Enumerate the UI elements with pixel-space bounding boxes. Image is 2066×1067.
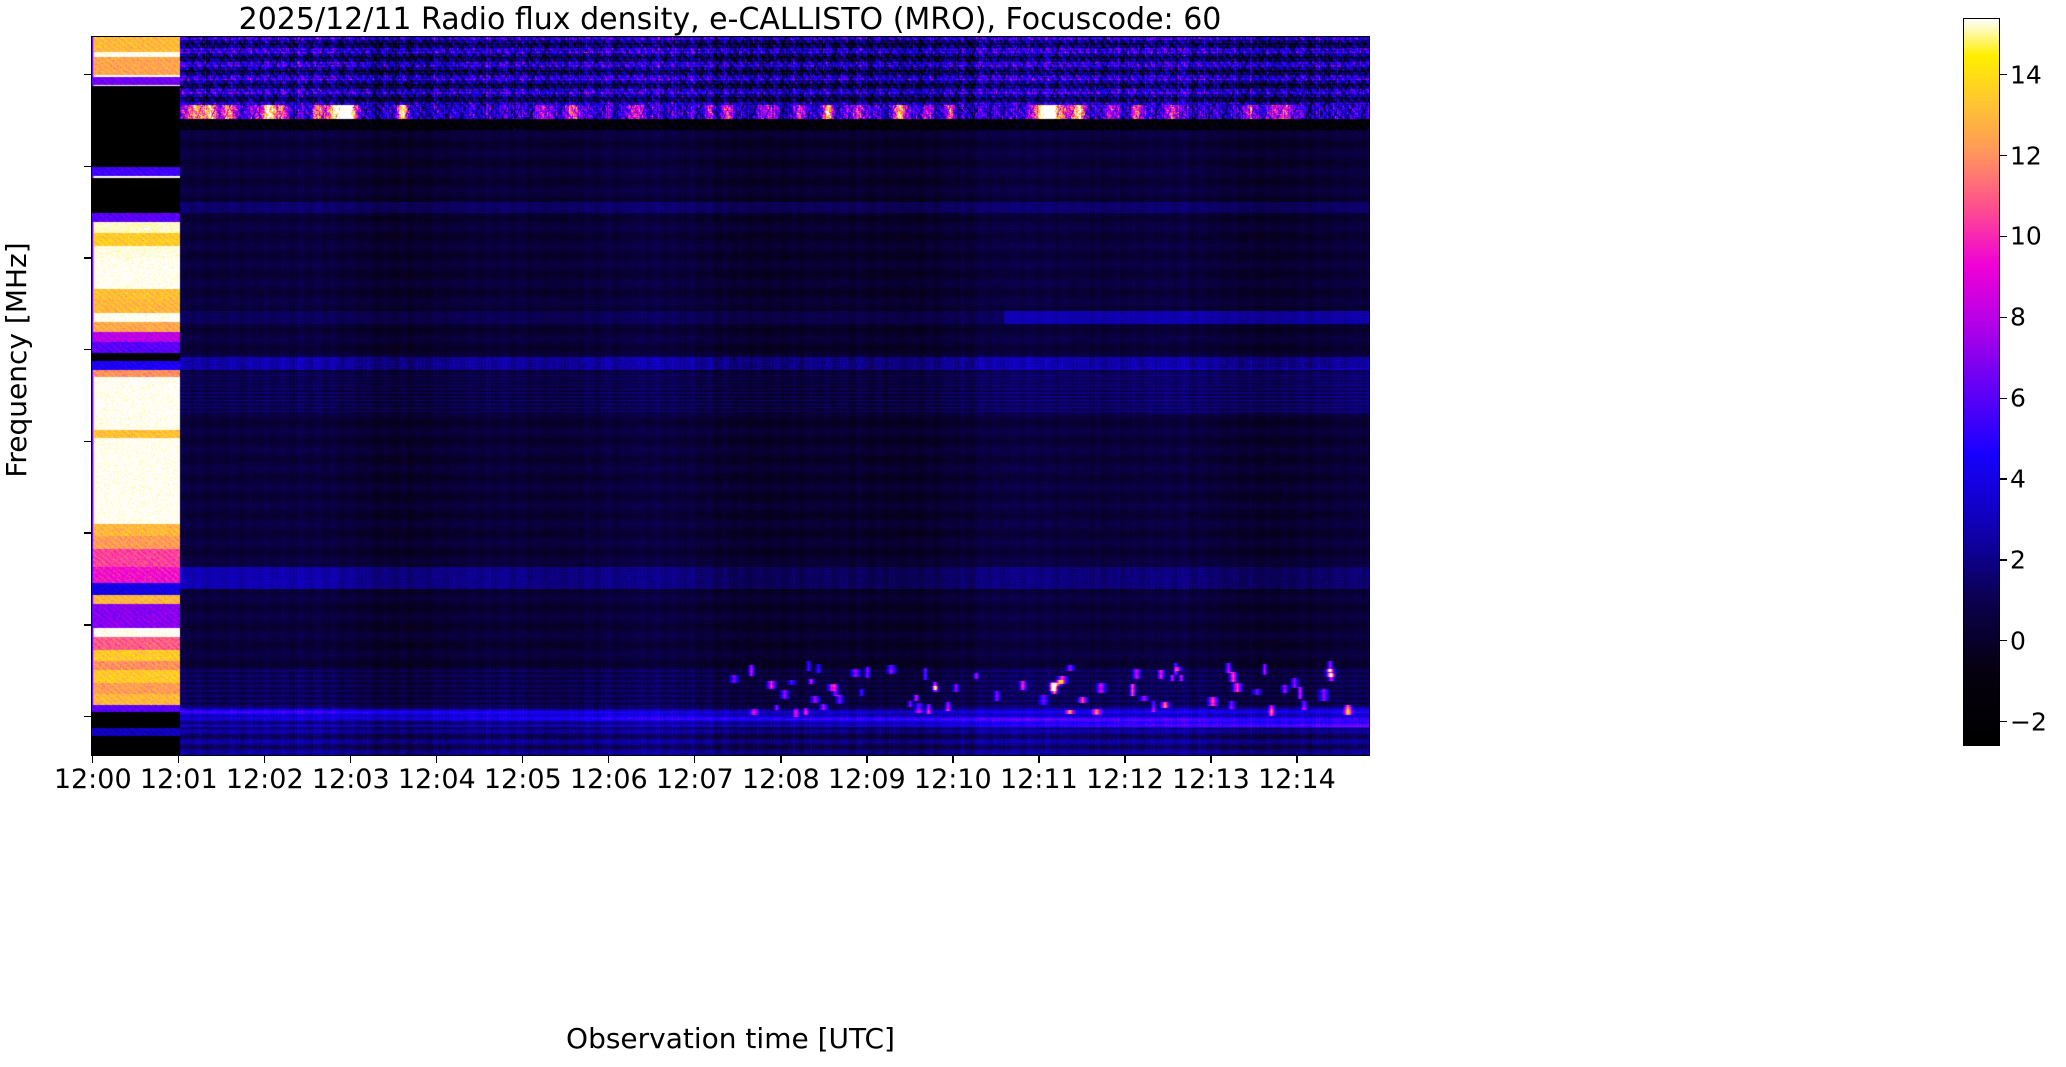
colorbar-tick-mark — [2000, 478, 2007, 480]
colorbar-tick-mark — [2000, 235, 2007, 238]
colorbar-tick-mark — [2000, 559, 2007, 561]
x-axis-tick-label: 12:11 — [999, 764, 1078, 795]
colorbar-tick-mark — [2000, 721, 2007, 723]
x-axis-tick-label: 12:07 — [655, 764, 734, 795]
x-axis-tick-mark — [866, 756, 868, 763]
x-axis-tick-mark — [780, 756, 782, 763]
x-axis-tick-mark — [1124, 756, 1126, 763]
colorbar-tick-mark — [2000, 154, 2007, 157]
x-axis-tick-label: 12:03 — [311, 764, 390, 795]
x-axis-tick-label: 12:10 — [913, 764, 992, 795]
x-axis-tick-mark — [952, 756, 954, 763]
page-title: 2025/12/11 Radio flux density, e-CALLIST… — [238, 2, 1222, 37]
x-axis-tick-label: 12:01 — [139, 764, 218, 795]
x-axis-tick-label: 12:14 — [1257, 764, 1336, 795]
x-axis-tick-label: 12:00 — [53, 764, 132, 795]
x-axis-tick-mark — [1296, 756, 1298, 763]
x-axis-tick-label: 12:08 — [741, 764, 820, 795]
x-axis-tick-label: 12:06 — [569, 764, 648, 795]
colorbar-tick-label: 0 — [2010, 626, 2026, 656]
x-axis-tick-label: 12:13 — [1171, 764, 1250, 795]
x-axis-tick-mark — [436, 756, 438, 763]
colorbar-tick-mark — [2000, 73, 2007, 76]
colorbar-tick-mark — [2000, 316, 2007, 318]
y-axis-tick-mark — [84, 715, 91, 718]
colorbar-tick-label: 10 — [2010, 221, 2042, 251]
y-axis-tick-mark — [84, 257, 91, 259]
colorbar-tick-label: 8 — [2010, 302, 2026, 332]
x-axis-tick-mark — [522, 756, 524, 763]
y-axis-tick-mark — [84, 73, 91, 76]
spectrogram-plot-area[interactable] — [91, 36, 1370, 756]
colorbar-gradient — [1964, 19, 1999, 745]
x-axis-tick-label: 12:05 — [483, 764, 562, 795]
spectrogram-image — [92, 37, 1369, 755]
x-axis-tick-label: 12:09 — [827, 764, 906, 795]
y-axis-tick-mark — [84, 348, 91, 351]
x-axis-tick-mark — [608, 756, 610, 763]
colorbar-tick-label: 12 — [2010, 141, 2042, 170]
y-axis-label: Frequency [MHz] — [0, 242, 33, 478]
y-axis-tick-mark — [84, 532, 91, 534]
x-axis-tick-mark — [1210, 756, 1212, 763]
x-axis-label: Observation time [UTC] — [566, 1022, 895, 1055]
x-axis-tick-mark — [264, 756, 266, 763]
colorbar-tick-label: 2 — [2010, 545, 2026, 575]
colorbar-tick-label: 4 — [2010, 464, 2026, 494]
colorbar-tick-mark — [2000, 640, 2007, 642]
colorbar-tick-mark — [2000, 397, 2007, 399]
x-axis-tick-label: 12:02 — [225, 764, 304, 795]
colorbar-tick-label: 6 — [2010, 383, 2026, 413]
x-axis-tick-mark — [694, 756, 696, 763]
x-axis-tick-label: 12:12 — [1085, 764, 1164, 795]
colorbar-tick-label: −2 — [2010, 707, 2047, 737]
x-axis-tick-mark — [178, 756, 180, 763]
x-axis-tick-mark — [1038, 756, 1040, 763]
x-axis-tick-mark — [350, 756, 352, 763]
x-axis-tick-mark — [92, 756, 94, 763]
colorbar[interactable] — [1963, 18, 2000, 746]
y-axis-tick-mark — [84, 165, 91, 167]
colorbar-tick-label: 14 — [2010, 60, 2042, 90]
y-axis-tick-mark — [84, 440, 91, 443]
y-axis-tick-mark — [84, 624, 91, 626]
x-axis-tick-label: 12:04 — [397, 764, 476, 795]
